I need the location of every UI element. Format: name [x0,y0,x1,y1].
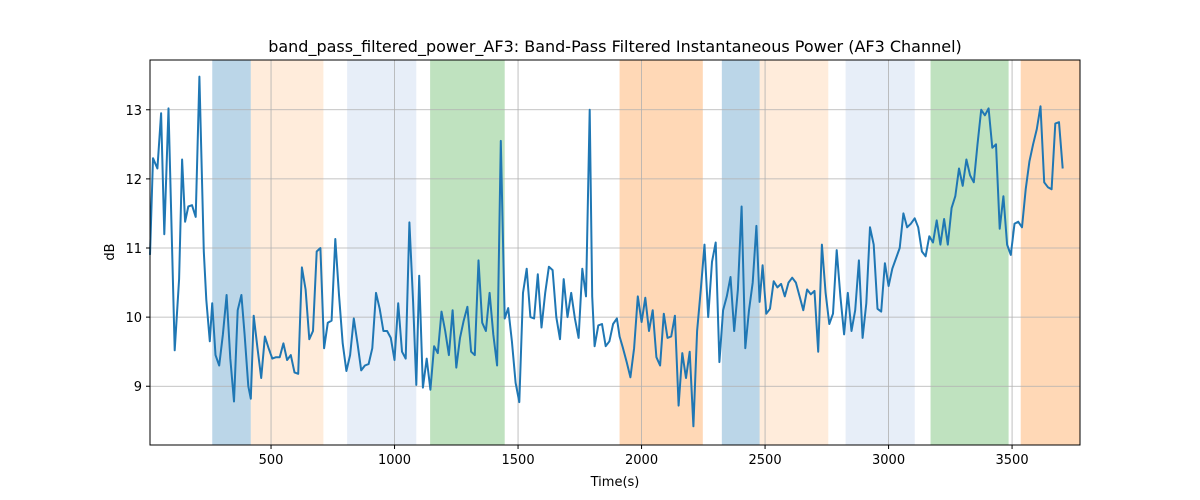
band-5 [619,60,703,445]
highlight-bands [212,60,1080,445]
band-10 [1020,60,1080,445]
x-tick-label: 3000 [872,453,905,468]
power-line [149,75,1064,428]
x-tick-label: 1500 [502,453,535,468]
x-tick-label: 1000 [378,453,411,468]
band-2 [250,60,324,445]
y-tick-label: 9 [134,380,142,395]
x-axis: 500 1000 1500 2000 2500 3000 3500 [259,445,1029,468]
x-tick-label: 2000 [625,453,658,468]
band-8 [845,60,915,445]
y-axis-label: dB [103,243,118,260]
grid-lines [150,60,1080,445]
series-line [149,75,1064,428]
plot-frame [149,59,1081,446]
x-tick-label: 500 [259,453,284,468]
y-tick-label: 13 [125,104,142,119]
x-tick-label: 2500 [749,453,782,468]
band-4 [430,60,505,445]
y-tick-label: 12 [125,173,142,188]
band-7 [759,60,829,445]
band-1 [212,60,251,445]
chart-title: band_pass_filtered_power_AF3: Band-Pass … [268,37,962,57]
y-tick-label: 10 [125,311,142,326]
band-3 [347,60,417,445]
x-tick-label: 3500 [996,453,1029,468]
band-6 [721,60,760,445]
x-axis-label: Time(s) [590,475,640,490]
y-tick-label: 11 [125,242,142,257]
y-axis: 9 10 11 12 13 [125,104,150,395]
band-9 [930,60,1009,445]
